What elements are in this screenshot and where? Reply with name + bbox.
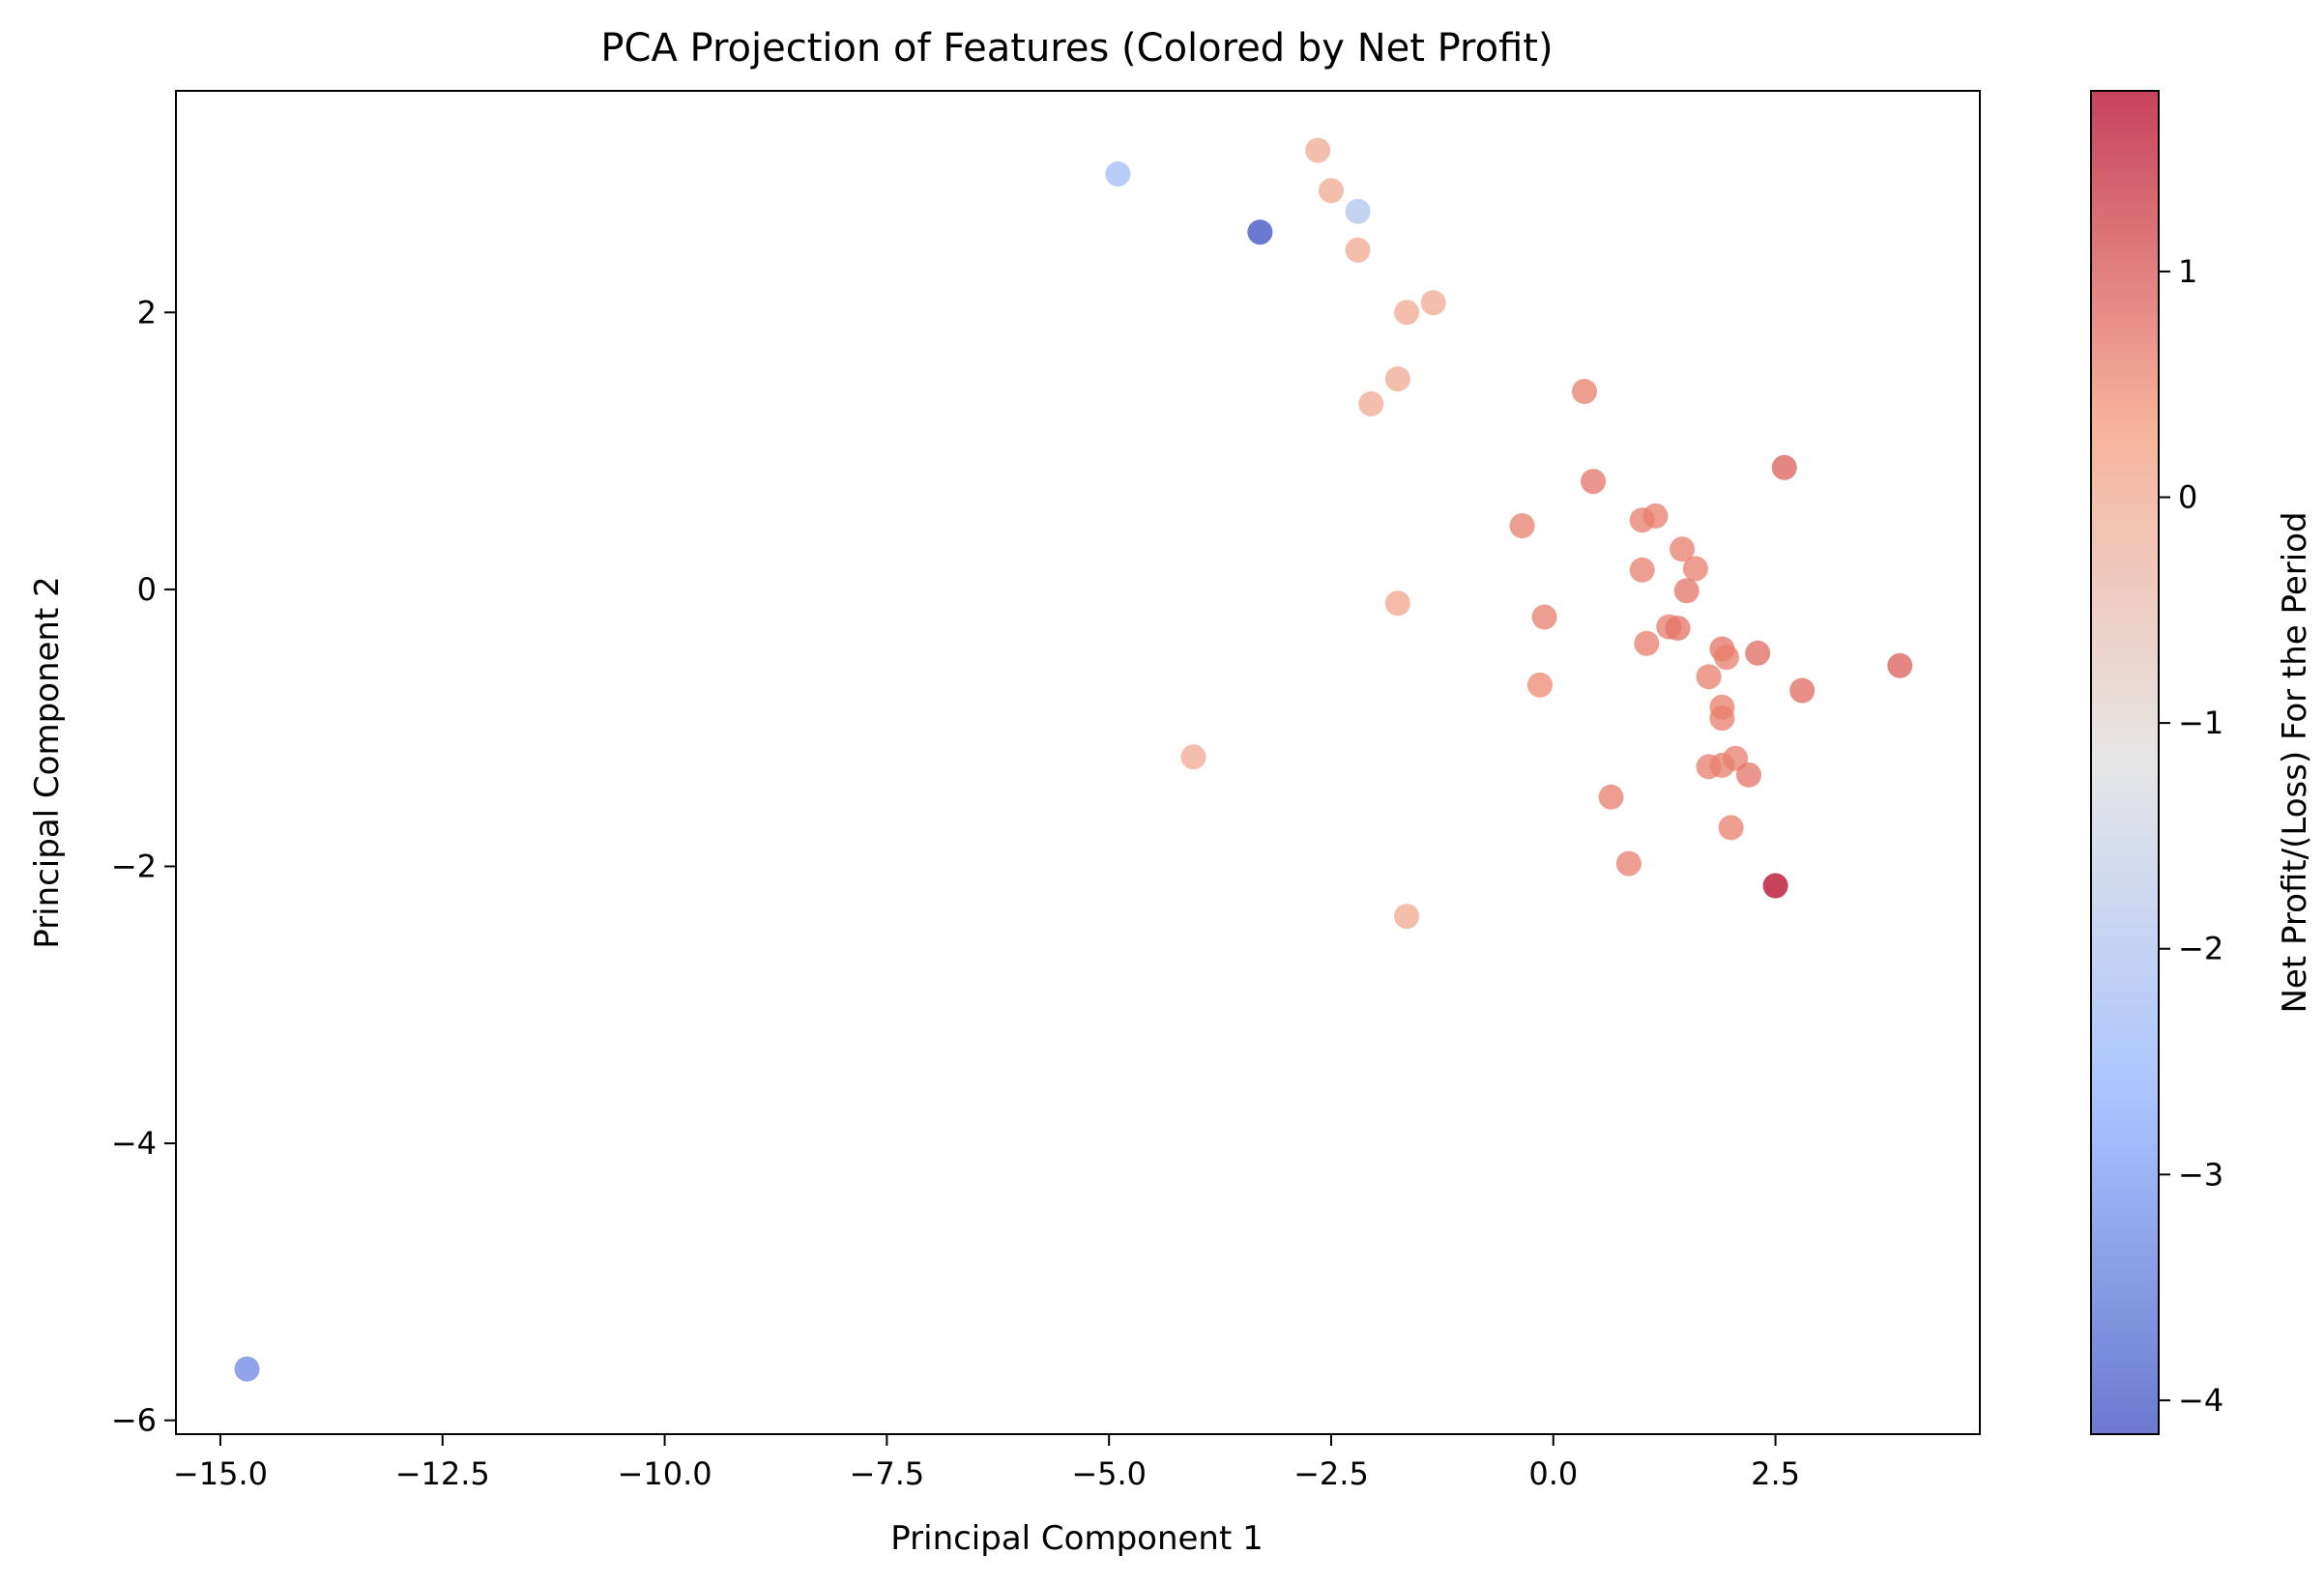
- colorbar-tick-label: −1: [2178, 705, 2223, 741]
- data-point-30: [1745, 640, 1771, 666]
- colorbar-tick-label: −3: [2178, 1156, 2223, 1193]
- data-point-45: [1762, 873, 1788, 899]
- data-point-5: [1319, 178, 1344, 204]
- colorbar-tick-label: 1: [2178, 253, 2197, 290]
- data-point-34: [1709, 705, 1735, 732]
- y-tick-label: −2: [111, 848, 157, 884]
- data-point-6: [1345, 198, 1371, 224]
- data-point-36: [1887, 652, 1913, 678]
- x-tick-label: −10.0: [618, 1455, 712, 1492]
- data-point-13: [1180, 744, 1206, 770]
- x-tick-label: 0.0: [1528, 1455, 1578, 1492]
- data-point-43: [1718, 815, 1744, 841]
- data-point-21: [1629, 557, 1655, 583]
- chart-title: PCA Projection of Features (Colored by N…: [600, 26, 1553, 71]
- data-point-27: [1634, 630, 1660, 656]
- data-point-19: [1642, 503, 1669, 529]
- points-layer: [234, 137, 1913, 1382]
- colorbar-label: Net Profit/(Loss) For the Period: [2276, 511, 2314, 1013]
- data-point-20: [1670, 536, 1696, 562]
- data-point-26: [1665, 616, 1691, 641]
- data-point-32: [1527, 672, 1553, 698]
- colorbar-tick-label: −4: [2178, 1382, 2223, 1419]
- x-tick-label: −12.5: [395, 1455, 490, 1492]
- colorbar-ticks: −4 −3 −2 −1 0 1: [2159, 253, 2223, 1419]
- x-axis-label: Principal Component 1: [890, 1519, 1264, 1558]
- y-tick-label: 0: [137, 571, 157, 608]
- data-point-3: [1247, 219, 1273, 245]
- y-axis-ticks: −6 −4 −2 0 2: [111, 294, 176, 1439]
- x-tick-label: −7.5: [850, 1455, 925, 1492]
- data-point-4: [1305, 137, 1331, 163]
- data-point-12: [1384, 590, 1410, 617]
- y-tick-label: −4: [111, 1125, 157, 1162]
- data-point-2: [1105, 161, 1131, 187]
- data-point-7: [1345, 237, 1371, 263]
- data-point-1: [234, 1356, 260, 1382]
- y-tick-label: 2: [137, 294, 157, 331]
- data-point-22: [1682, 556, 1708, 582]
- data-point-31: [1696, 664, 1722, 690]
- data-point-17: [1509, 513, 1535, 538]
- data-point-35: [1789, 677, 1816, 704]
- colorbar: [2091, 91, 2159, 1434]
- data-point-16: [1581, 469, 1607, 495]
- y-axis-label: Principal Component 2: [28, 576, 67, 949]
- x-tick-label: −2.5: [1293, 1455, 1369, 1492]
- y-tick-label: −6: [111, 1402, 157, 1439]
- data-point-37: [1771, 454, 1797, 480]
- data-point-42: [1598, 784, 1624, 810]
- colorbar-tick-label: 0: [2178, 479, 2197, 516]
- x-tick-label: −5.0: [1071, 1455, 1147, 1492]
- data-point-15: [1572, 379, 1597, 404]
- x-tick-label: 2.5: [1751, 1455, 1800, 1492]
- x-tick-label: −15.0: [173, 1455, 268, 1492]
- data-point-41: [1736, 762, 1761, 788]
- data-point-14: [1394, 904, 1420, 930]
- data-point-8: [1394, 300, 1420, 326]
- data-point-11: [1358, 390, 1384, 417]
- data-point-10: [1384, 366, 1410, 392]
- colorbar-frame: [2090, 90, 2160, 1435]
- data-point-44: [1615, 850, 1641, 877]
- data-point-24: [1531, 604, 1557, 630]
- data-point-9: [1420, 290, 1446, 316]
- data-point-23: [1673, 578, 1699, 604]
- colorbar-tick-label: −2: [2178, 931, 2223, 967]
- data-point-29: [1714, 645, 1739, 671]
- x-axis-ticks: −15.0 −12.5 −10.0 −7.5 −5.0 −2.5 0.0 2.5: [173, 1434, 1800, 1492]
- plot-frame: [175, 90, 1981, 1435]
